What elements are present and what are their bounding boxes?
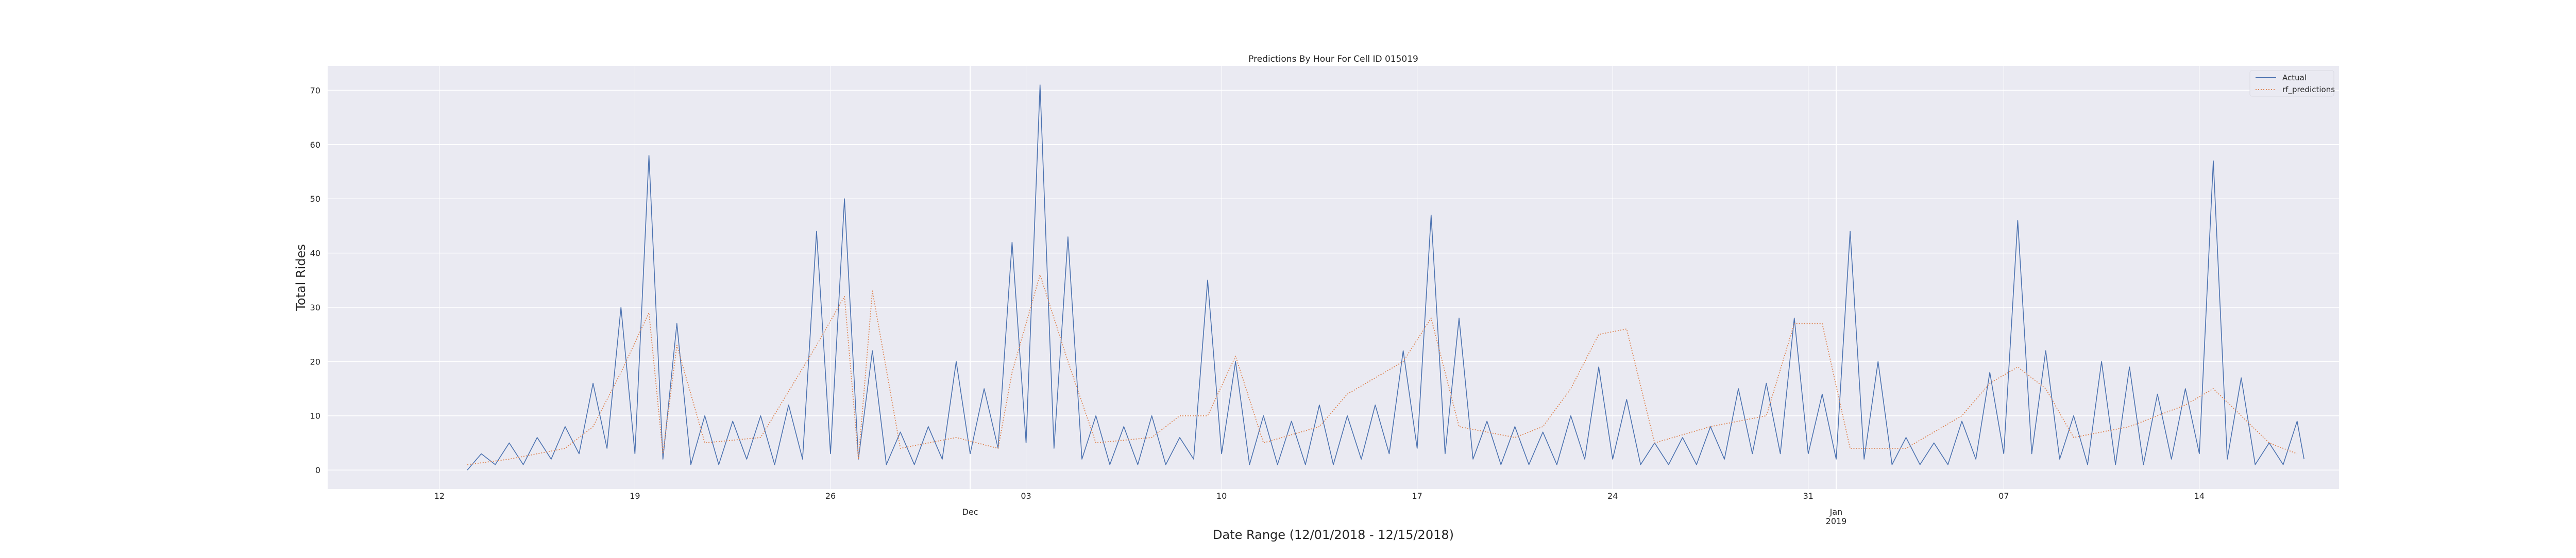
x-tick-label: 31	[1803, 491, 1814, 501]
x-tick-label: 12	[434, 491, 445, 501]
x-major-tick-label: Jan 2019	[1826, 507, 1847, 526]
x-tick-label: 26	[825, 491, 836, 501]
legend-label-actual: Actual	[2282, 73, 2307, 82]
x-tick-labels: 12 19 26 03 10 17 24 31 07 14 Dec Jan 2019	[434, 491, 2205, 526]
series-line-rf-predictions	[467, 274, 2298, 465]
x-tick-label: 17	[1412, 491, 1422, 501]
y-tick-labels: 0 10 20 30 40 50 60 70	[310, 85, 320, 475]
grid	[328, 66, 2339, 489]
y-axis-label: Total Rides	[294, 244, 308, 311]
legend-frame	[2249, 70, 2334, 97]
plot-area	[328, 66, 2339, 489]
legend: Actual rf_predictions	[2249, 70, 2335, 97]
y-tick-label: 30	[310, 303, 320, 312]
x-tick-label: 14	[2194, 491, 2205, 501]
y-tick-label: 50	[310, 194, 320, 204]
legend-label-rf-predictions: rf_predictions	[2282, 85, 2335, 95]
series-line-actual	[467, 84, 2304, 470]
y-tick-label: 60	[310, 140, 320, 150]
x-tick-label: 07	[1998, 491, 2009, 501]
y-tick-label: 40	[310, 249, 320, 258]
y-tick-label: 0	[315, 465, 320, 475]
x-tick-label: 10	[1216, 491, 1227, 501]
x-tick-label: 03	[1021, 491, 1031, 501]
x-axis-label: Date Range (12/01/2018 - 12/15/2018)	[1213, 528, 1454, 542]
y-tick-label: 20	[310, 357, 320, 367]
y-tick-label: 70	[310, 85, 320, 95]
series-layer	[467, 84, 2304, 470]
x-tick-label: 19	[630, 491, 640, 501]
chart-title: Predictions By Hour For Cell ID 015019	[1248, 54, 1418, 64]
x-tick-label: 24	[1607, 491, 1618, 501]
y-tick-label: 10	[310, 411, 320, 421]
x-major-tick-label: Dec	[962, 507, 978, 517]
